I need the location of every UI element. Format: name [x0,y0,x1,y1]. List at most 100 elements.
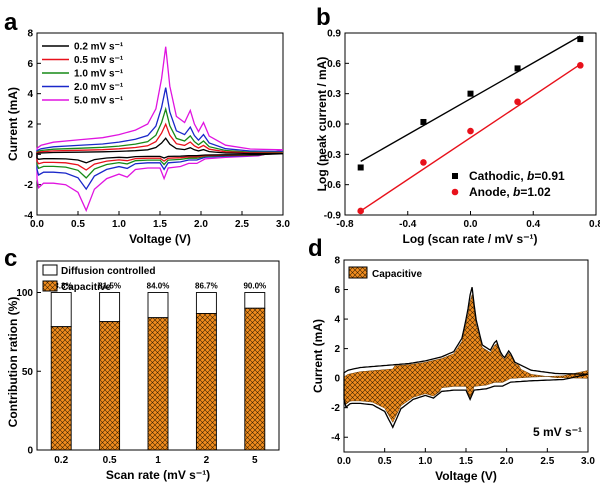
panel-c-bar-label: 78.3% [50,282,73,291]
panel-c-ytick-label: 100 [16,288,33,299]
panel-a-series-line [36,137,284,164]
panel-letter-a: a [4,9,18,36]
panel-a-xlabel: Voltage (V) [129,232,191,246]
panel-b-legend-value: =0.91 [534,169,565,183]
panel-b-point [357,207,364,215]
panel-a-xtick-label: 2.0 [194,219,208,230]
panel-c-xtick-label: 0.2 [54,455,68,466]
panel-c-bar-diffusion [99,292,121,323]
panel-c-bar-diffusion [195,292,217,314]
panel-d-xtick-label: 2.0 [500,456,514,467]
panel-a-xtick-label: 1.0 [112,219,126,230]
panel-d-xtick-label: 3.0 [581,456,595,467]
panel-b-point [514,65,521,72]
panel-c-ytick-label: 0 [27,446,33,457]
panel-a-cv-curves: 0.0 0.5 1.0 1.5 2.0 2.5 3.0 -4 -2 0 2 4 6 8 0.2 mV s⁻… [6,29,290,247]
panel-d-ylabel: Current (mA) [311,319,325,393]
panel-b-fit-line [360,63,581,212]
panel-c-bar-capacitive [244,307,266,451]
panel-d-xtick-label: 1.5 [459,456,473,467]
panel-c-legend-swatch [42,280,58,292]
panel-b-log-plot: -0.8 -0.4 0.0 0.4 0.8 -0.9 -0.6 -0.3 0.0 0.3 0.6 0.… [315,29,600,247]
panel-b-xtick-label: -0.4 [399,219,417,230]
panel-b-point [514,98,521,106]
panel-b-point [467,90,474,97]
panel-d-ytick-label: -4 [331,433,340,444]
panel-c-contribution-bars: 0 50 100 0.2 0.5 1 2 5 78.3% 81.5% 84.0% 86.7% 90.0… [6,260,280,482]
panel-b-ytick-label: -0.3 [324,150,342,161]
panel-b-point [420,159,427,166]
panel-a-xtick-label: 3.0 [276,219,290,230]
panel-b-legend-name: Cathodic, [469,169,527,183]
panel-d-capacitive-area: 0.0 0.5 1.0 1.5 2.0 2.5 3.0 -4 -2 0 2 4 6 8 Capacitiv… [311,256,595,484]
panel-b-xtick-label: 0.0 [464,219,478,230]
panel-c-xlabel: Scan rate (mV s⁻¹) [106,468,210,482]
panel-b-legend-label: Anode, b=1.02 [469,185,551,199]
panel-d-ytick-label: 4 [334,315,340,326]
panel-c-xtick-label: 0.5 [103,455,117,466]
panel-a-ytick-label: 0 [27,150,33,161]
panel-b-point [577,36,584,43]
panel-c-xtick-label: 5 [252,455,258,466]
panel-c-bar-label: 90.0% [243,282,266,291]
panel-b-ylabel: Log (peak current / mA) [315,57,329,192]
panel-b-legend-marker [451,188,459,196]
panel-b-ytick-label: 0.9 [327,29,341,40]
panel-b-point [577,62,584,69]
panel-c-bar-diffusion [50,292,72,328]
panel-c-bar-capacitive [50,326,72,451]
panel-b-point [357,164,364,171]
panel-a-ytick-label: 8 [27,29,33,40]
panel-b-legend-label: Cathodic, b=0.91 [469,169,565,183]
panel-a-xtick-label: 1.5 [153,219,167,230]
panel-a-xtick-label: 0.0 [30,219,44,230]
panel-a-ytick-label: -2 [24,180,33,191]
panel-a-xtick-label: 2.5 [235,219,249,230]
panel-d-ytick-label: 2 [334,344,340,355]
panel-d-annotation: 5 mV s⁻¹ [533,425,582,439]
panel-b-ytick-label: 0.6 [327,59,341,70]
panel-b-legend-value: =1.02 [520,185,551,199]
panel-a-ylabel: Current (mA) [6,87,20,161]
panel-b-xtick-label: 0.8 [589,219,600,230]
panel-d-total-cv-curve [343,287,589,429]
panel-a-ytick-label: 4 [27,89,33,100]
panel-a-legend-label: 0.2 mV s⁻¹ [74,42,124,53]
panel-d-legend-label: Capacitive [372,269,422,280]
panel-c-legend-swatch [42,264,58,276]
panel-c-legend-label: Capacitive [61,282,111,293]
panel-a-ytick-label: 6 [27,59,33,70]
panel-b-legend-marker [452,173,458,179]
panel-a-xtick-label: 0.5 [71,219,85,230]
panel-c-ylabel: Contribution ration (%) [6,297,20,428]
panel-c-xtick-label: 1 [155,455,161,466]
panel-c-bar-capacitive [147,317,169,451]
panel-b-point [420,118,427,125]
panel-b-ytick-label: 0.0 [327,120,341,131]
panel-b-legend-b: b [527,169,534,183]
panel-a-legend-label: 2.0 mV s⁻¹ [74,82,124,93]
panel-b-legend-b: b [513,185,520,199]
panel-c-ytick-label: 50 [22,367,34,378]
panel-c-legend-label: Diffusion controlled [61,266,155,277]
panel-c-bar-label: 86.7% [195,282,218,291]
panel-d-ytick-label: 0 [334,374,340,385]
panel-d-ytick-label: 6 [334,285,340,296]
panel-a-legend-label: 0.5 mV s⁻¹ [74,55,124,66]
panel-b-ytick-label: -0.9 [324,211,342,222]
panel-c-bar-label: 81.5% [98,282,121,291]
panel-d-ytick-label: 8 [334,256,340,267]
panel-b-xtick-label: 0.4 [526,219,540,230]
panel-d-xtick-label: 2.5 [540,456,554,467]
panel-c-xtick-label: 2 [204,455,210,466]
panel-b-legend-name: Anode, [469,185,513,199]
panel-a-legend-label: 5.0 mV s⁻¹ [74,96,124,107]
panel-b-ytick-label: 0.3 [327,89,341,100]
panel-letter-b: b [316,4,331,31]
panel-c-bar-diffusion [244,292,266,309]
panel-c-bar-diffusion [147,292,169,319]
panel-letter-d: d [308,235,323,262]
panel-c-bar-capacitive [99,321,121,451]
panel-c-bar-capacitive [195,312,217,451]
